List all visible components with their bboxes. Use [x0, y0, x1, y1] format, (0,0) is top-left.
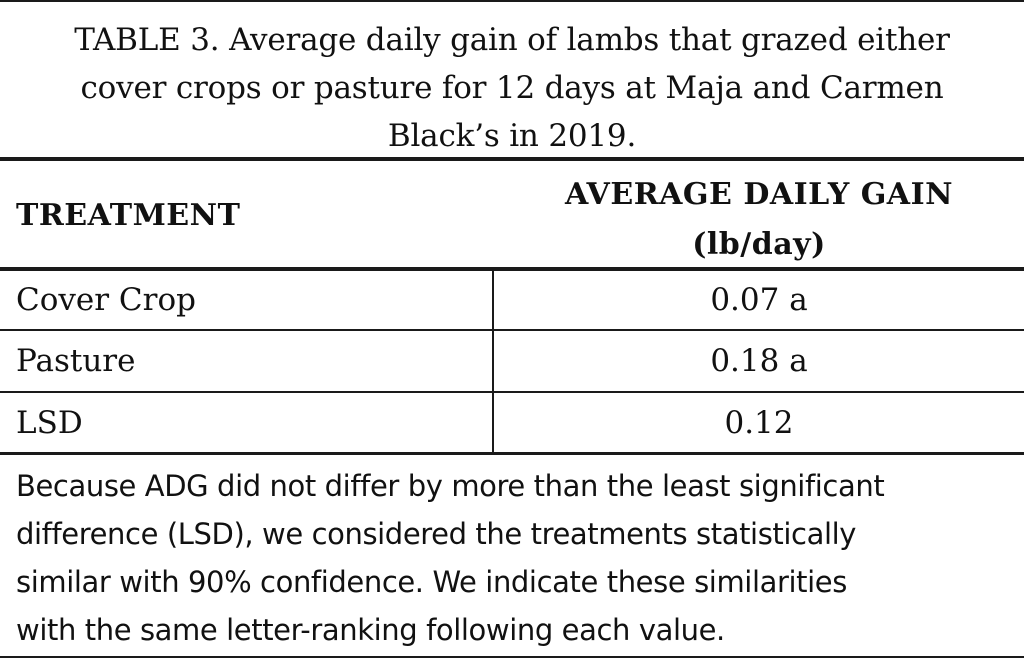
table-row-treatment: Cover Crop — [16, 282, 196, 318]
table-row-adg: 0.12 — [724, 405, 794, 441]
row-divider — [0, 391, 1024, 393]
table-row-treatment: LSD — [16, 405, 83, 441]
table-caption: TABLE 3. Average daily gain of lambs tha… — [0, 16, 1024, 160]
column-header-adg-title: AVERAGE DAILY GAIN — [564, 177, 954, 212]
bottom-rule — [0, 656, 1024, 658]
caption-line: TABLE 3. Average daily gain of lambs tha… — [74, 22, 950, 58]
footnote-line: with the same letter-ranking following e… — [16, 613, 725, 647]
table-row-adg: 0.07 a — [710, 282, 808, 318]
body-divider — [0, 452, 1024, 455]
footnote-line: Because ADG did not differ by more than … — [16, 469, 885, 503]
column-header-adg: AVERAGE DAILY GAIN (lb/day) — [494, 170, 1024, 270]
row-divider — [0, 329, 1024, 331]
caption-line: cover crops or pasture for 12 days at Ma… — [80, 70, 944, 106]
column-header-treatment: TREATMENT — [16, 198, 241, 233]
column-divider — [492, 269, 494, 453]
table-row-treatment: Pasture — [16, 343, 136, 379]
footnote-line: similar with 90% confidence. We indicate… — [16, 565, 847, 599]
table-footnote: Because ADG did not differ by more than … — [16, 462, 1016, 654]
column-header-adg-unit: (lb/day) — [692, 227, 826, 262]
header-divider — [0, 267, 1024, 271]
footnote-line: difference (LSD), we considered the trea… — [16, 517, 857, 551]
caption-line: Black’s in 2019. — [387, 118, 637, 154]
caption-divider — [0, 157, 1024, 161]
table-row-adg: 0.18 a — [710, 343, 808, 379]
